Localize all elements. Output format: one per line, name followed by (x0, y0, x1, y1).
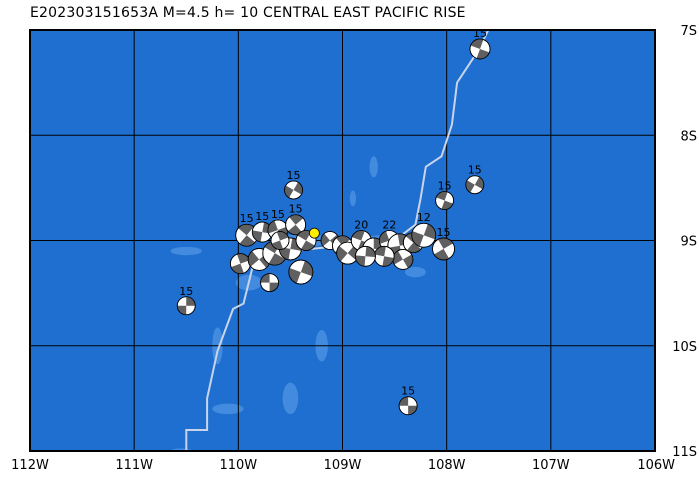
lon-tick-label: 108W (428, 458, 466, 473)
shallow-patch (405, 266, 426, 278)
focal-mechanism-beachball (392, 249, 414, 270)
focal-mechanism-beachball (270, 231, 290, 250)
magnitude-label: 15 (287, 169, 301, 182)
magnitude-label: 15 (289, 203, 303, 216)
shallow-patch (349, 190, 357, 207)
focal-mechanism-beachball (373, 245, 395, 267)
focal-mechanism-beachball (411, 222, 437, 248)
focal-mechanism-beachball (260, 273, 279, 293)
shallow-patch (369, 156, 378, 178)
focal-mechanism-beachball (465, 175, 485, 195)
magnitude-label: 22 (382, 219, 396, 232)
axis-tick-labels: 112W 111W 110W 109W 108W 107W 106W 7S 8S 9S 10S 11S (11, 24, 697, 473)
focal-mechanism-beachball (230, 253, 251, 275)
focal-mechanism-beachball (284, 180, 303, 200)
lat-tick-label: 8S (680, 129, 697, 144)
magnitude-label: 20 (354, 219, 368, 232)
focal-mechanism-beachball (285, 214, 307, 236)
focal-mechanism-beachball (251, 221, 273, 243)
focal-mechanism-beachball (288, 259, 314, 285)
focal-mechanism-beachball (432, 237, 455, 261)
lon-tick-label: 110W (219, 458, 257, 473)
lon-tick-label: 111W (115, 458, 153, 473)
lat-tick-label: 7S (680, 24, 697, 39)
focal-mechanism-beachball (435, 191, 454, 210)
magnitude-label: 15 (240, 212, 254, 225)
shallow-patch (282, 382, 299, 415)
epicenter-marker (308, 227, 320, 239)
lon-tick-label: 109W (324, 458, 362, 473)
map-title: E202303151653A M=4.5 h= 10 CENTRAL EAST … (30, 5, 466, 21)
magnitude-label: 15 (271, 208, 285, 221)
focal-mechanism-beachball (355, 245, 376, 267)
magnitude-label: 15 (473, 27, 487, 40)
magnitude-label: 15 (401, 385, 415, 398)
magnitude-label: 15 (437, 226, 451, 239)
map-frame (29, 29, 656, 452)
lon-tick-label: 106W (637, 458, 675, 473)
focal-mechanism-beachball (176, 296, 196, 316)
lat-tick-label: 10S (672, 340, 697, 355)
magnitude-label: 15 (255, 210, 269, 223)
lon-tick-label: 112W (11, 458, 49, 473)
focal-mechanism-beachball (469, 38, 491, 60)
shallow-patch (212, 403, 244, 415)
magnitude-label: 15 (179, 285, 193, 298)
lon-tick-label: 107W (532, 458, 570, 473)
magnitude-label: 15 (468, 164, 482, 177)
magnitude-label: 12 (417, 211, 431, 224)
magnitude-label: 15 (438, 180, 452, 193)
shallow-patch (170, 246, 202, 256)
lat-tick-label: 11S (672, 445, 697, 460)
lat-tick-label: 9S (680, 235, 697, 250)
focal-mechanism-beachball (398, 396, 418, 416)
